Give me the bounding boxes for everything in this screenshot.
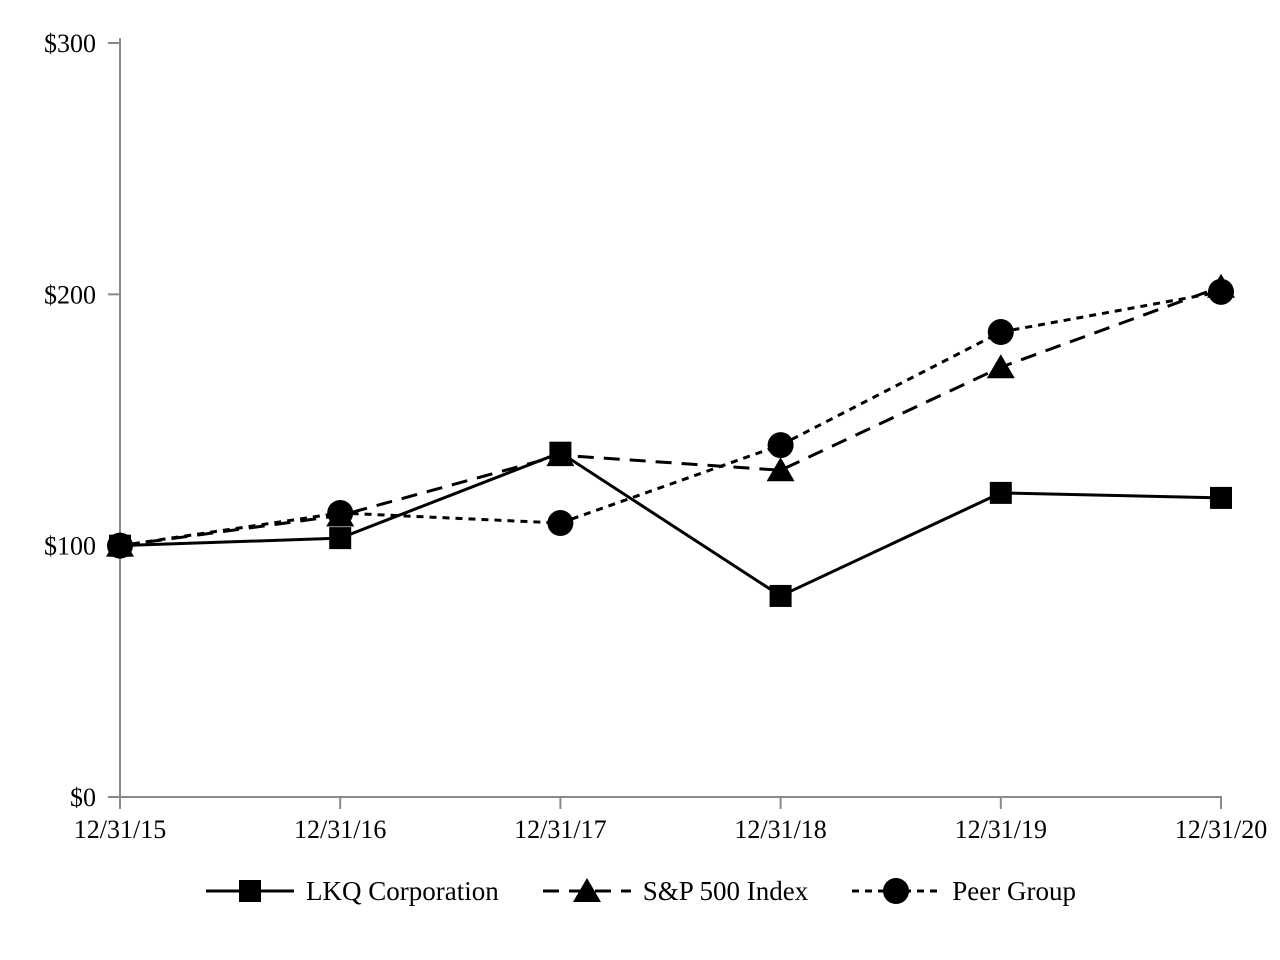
triangle-marker-icon bbox=[766, 457, 795, 482]
performance-line-chart: $0 $100 $200 $300 12/31/15 12/31/16 12/31/17 12… bbox=[44, 29, 1267, 844]
legend-square-marker-icon bbox=[206, 880, 295, 902]
x-axis-tick-label: 12/31/20 bbox=[1175, 815, 1267, 844]
legend-label-peer-group: Peer Group bbox=[952, 875, 1076, 906]
legend-circle-marker-icon bbox=[852, 878, 941, 904]
x-axis-tick-label: 12/31/18 bbox=[734, 815, 826, 844]
y-axis-tick-label: $300 bbox=[44, 29, 96, 58]
chart-legend: LKQ Corporation S&P 500 Index Peer Group bbox=[0, 874, 1280, 908]
circle-marker-icon bbox=[107, 532, 133, 559]
x-axis-tick-label: 12/31/17 bbox=[514, 815, 606, 844]
triangle-marker-icon bbox=[986, 354, 1015, 379]
series-line-lkq-corporation bbox=[119, 450, 1222, 598]
circle-marker-icon bbox=[327, 499, 354, 526]
square-marker-icon bbox=[329, 527, 352, 550]
legend-item-lkq-corporation: LKQ Corporation bbox=[204, 874, 499, 908]
x-axis-tick-label: 12/31/16 bbox=[294, 815, 386, 844]
y-axis-tick-label: $0 bbox=[70, 783, 96, 812]
x-axis-tick-label: 12/31/19 bbox=[955, 815, 1047, 844]
circle-marker-icon bbox=[1208, 278, 1234, 305]
legend-item-peer-group: Peer Group bbox=[850, 874, 1076, 908]
circle-marker-icon bbox=[547, 510, 574, 537]
circle-marker-icon bbox=[987, 319, 1014, 346]
legend-item-sp-500-index: S&P 500 Index bbox=[541, 874, 809, 908]
triangle-marker-icon bbox=[572, 878, 601, 902]
square-marker-icon bbox=[1210, 486, 1232, 509]
series-peer-group bbox=[107, 278, 1234, 559]
series-line-peer-group bbox=[119, 290, 1222, 548]
legend-label-lkq-corporation: LKQ Corporation bbox=[306, 875, 499, 906]
series-s-p-500-index bbox=[106, 273, 1235, 557]
legend-triangle-marker-icon bbox=[542, 878, 631, 902]
triangle-marker-icon bbox=[546, 442, 575, 467]
circle-marker-icon bbox=[883, 878, 910, 904]
series-line-s-p-500-index bbox=[119, 285, 1222, 548]
y-axis-tick-label: $200 bbox=[44, 280, 96, 309]
square-marker-icon bbox=[989, 481, 1012, 504]
legend-label-sp-500-index: S&P 500 Index bbox=[642, 875, 809, 906]
x-axis-tick-label: 12/31/15 bbox=[74, 815, 166, 844]
circle-marker-icon bbox=[767, 432, 794, 459]
y-axis-tick-label: $100 bbox=[44, 532, 96, 561]
square-marker-icon bbox=[769, 584, 792, 607]
square-marker-icon bbox=[239, 880, 262, 902]
